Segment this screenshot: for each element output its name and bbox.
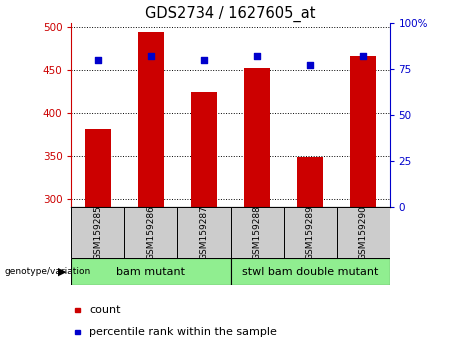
Text: bam mutant: bam mutant — [117, 267, 185, 277]
Title: GDS2734 / 1627605_at: GDS2734 / 1627605_at — [145, 5, 316, 22]
Text: GSM159289: GSM159289 — [306, 205, 314, 260]
FancyBboxPatch shape — [230, 207, 284, 258]
Point — [306, 63, 313, 68]
FancyBboxPatch shape — [71, 207, 124, 258]
Text: GSM159286: GSM159286 — [147, 205, 155, 260]
FancyBboxPatch shape — [230, 258, 390, 285]
FancyBboxPatch shape — [284, 207, 337, 258]
Point — [200, 57, 207, 63]
Point — [148, 53, 155, 59]
Point — [359, 53, 366, 59]
Point — [254, 53, 261, 59]
Text: ▶: ▶ — [59, 267, 67, 277]
Text: stwl bam double mutant: stwl bam double mutant — [242, 267, 378, 277]
Bar — [138, 32, 164, 354]
FancyBboxPatch shape — [337, 207, 390, 258]
Bar — [191, 92, 217, 354]
Bar — [75, 308, 80, 312]
Text: GSM159290: GSM159290 — [359, 205, 367, 260]
Bar — [85, 129, 111, 354]
FancyBboxPatch shape — [177, 207, 230, 258]
Bar — [244, 68, 270, 354]
Text: GSM159287: GSM159287 — [200, 205, 208, 260]
Point — [94, 57, 101, 63]
Bar — [297, 158, 323, 354]
Bar — [350, 56, 376, 354]
Text: GSM159288: GSM159288 — [253, 205, 261, 260]
Bar — [75, 331, 80, 335]
Text: GSM159285: GSM159285 — [94, 205, 102, 260]
FancyBboxPatch shape — [124, 207, 177, 258]
Text: genotype/variation: genotype/variation — [5, 267, 91, 276]
Text: percentile rank within the sample: percentile rank within the sample — [89, 327, 277, 337]
FancyBboxPatch shape — [71, 258, 230, 285]
Text: count: count — [89, 305, 121, 315]
